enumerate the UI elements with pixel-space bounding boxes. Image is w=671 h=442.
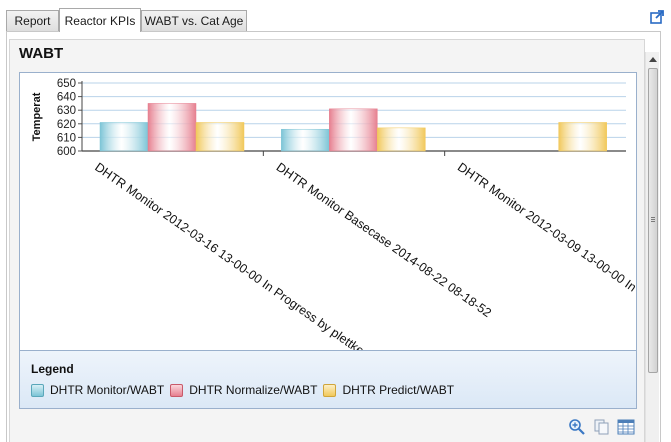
tab-divider: [6, 31, 661, 32]
x-category-label: DHTR Monitor 2012-03-16 13-00-00 In Prog…: [92, 160, 366, 350]
chart-container: 600 610 620 630 640 650 Temperat DHTR Monitor 2…: [19, 72, 637, 409]
widget-title: WABT: [19, 45, 64, 62]
y-tick-label: 650: [57, 78, 76, 90]
bar: [195, 122, 245, 152]
bar: [558, 122, 607, 152]
vertical-scrollbar[interactable]: [645, 52, 659, 442]
y-tick-label: 630: [57, 105, 76, 117]
legend-swatch-predict: [323, 383, 337, 397]
legend-title: Legend: [31, 362, 74, 376]
scroll-grip-line: [651, 221, 655, 222]
bar: [329, 108, 378, 152]
bar: [99, 122, 149, 152]
legend-label-normalize: DHTR Normalize/WABT: [189, 383, 318, 397]
y-tick-label: 620: [57, 119, 76, 131]
legend-item-predict: DHTR Predict/WABT: [323, 383, 454, 397]
tab-wabt-vs-cat-age[interactable]: WABT vs. Cat Age: [141, 10, 247, 31]
y-axis-label: Temperat: [31, 92, 43, 141]
legend-item-monitor: DHTR Monitor/WABT: [31, 383, 164, 397]
x-category-label: DHTR Monitor Basecase 2014-08-22 08-18-5…: [274, 160, 494, 320]
legend-swatch-normalize: [170, 383, 184, 397]
scroll-up-button[interactable]: [646, 52, 660, 66]
copy-icon[interactable]: [593, 418, 611, 436]
legend-item-normalize: DHTR Normalize/WABT: [170, 383, 317, 397]
legend-label-monitor: DHTR Monitor/WABT: [50, 383, 165, 397]
scroll-grip-line: [651, 219, 655, 220]
bar: [147, 103, 197, 152]
y-tick-label: 610: [57, 132, 76, 144]
scroll-up-icon: [649, 56, 657, 62]
y-tick-label: 600: [57, 146, 76, 158]
y-tick-label: 640: [57, 92, 76, 104]
tab-bar: Report Reactor KPIs WABT vs. Cat Age: [0, 0, 671, 33]
legend-swatch-monitor: [31, 383, 44, 397]
popout-icon[interactable]: [650, 10, 664, 24]
tab-report[interactable]: Report: [6, 10, 59, 31]
table-icon[interactable]: [617, 418, 635, 436]
scroll-thumb[interactable]: [648, 68, 658, 373]
scroll-grip-line: [651, 217, 655, 218]
legend: Legend DHTR Monitor/WABT DHTR Normalize/…: [20, 350, 636, 408]
bar: [281, 128, 330, 152]
legend-items: DHTR Monitor/WABT DHTR Normalize/WABT DH…: [31, 383, 460, 397]
tab-reactor-kpis[interactable]: Reactor KPIs: [59, 8, 141, 32]
legend-label-predict: DHTR Predict/WABT: [342, 383, 455, 397]
zoom-icon[interactable]: [568, 418, 586, 436]
bar: [377, 127, 426, 152]
